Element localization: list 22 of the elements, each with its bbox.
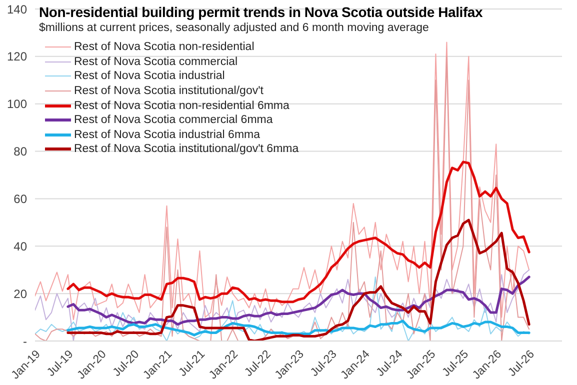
chart-title: Non-residential building permit trends in Nova Scotia outside Halifax <box>39 4 483 20</box>
legend-label: Rest of Nova Scotia industrial <box>74 70 225 82</box>
y-tick-label: - <box>23 334 27 348</box>
y-tick-label: 60 <box>14 192 28 206</box>
y-tick-label: 100 <box>6 97 28 112</box>
line-series <box>66 218 530 341</box>
y-tick-label: 20 <box>14 286 28 301</box>
legend-label: Rest of Nova Scotia commercial <box>74 56 238 68</box>
legend-label: Rest of Nova Scotia non-residential <box>74 41 254 54</box>
legend-label: Rest of Nova Scotia industrial 6mma <box>74 128 260 141</box>
y-tick-label: 40 <box>14 239 28 254</box>
text: $millions at current prices, seasonally adjusted and 6 month moving average <box>39 22 429 34</box>
legend-label: Rest of Nova Scotia non-residential 6mma <box>74 100 290 112</box>
y-tick-label: 140 <box>6 2 28 16</box>
legend-label: Rest of Nova Scotia institutional/gov't <box>74 85 264 98</box>
y-tick-label: 80 <box>14 144 28 159</box>
legend-label: Rest of Nova Scotia institutional/gov't 6mma <box>74 143 299 156</box>
line-series <box>66 160 530 304</box>
line-series <box>66 320 530 336</box>
legend-label: Rest of Nova Scotia commercial 6mma <box>74 114 273 126</box>
y-tick-label: 120 <box>6 50 28 64</box>
line-series <box>66 276 530 326</box>
